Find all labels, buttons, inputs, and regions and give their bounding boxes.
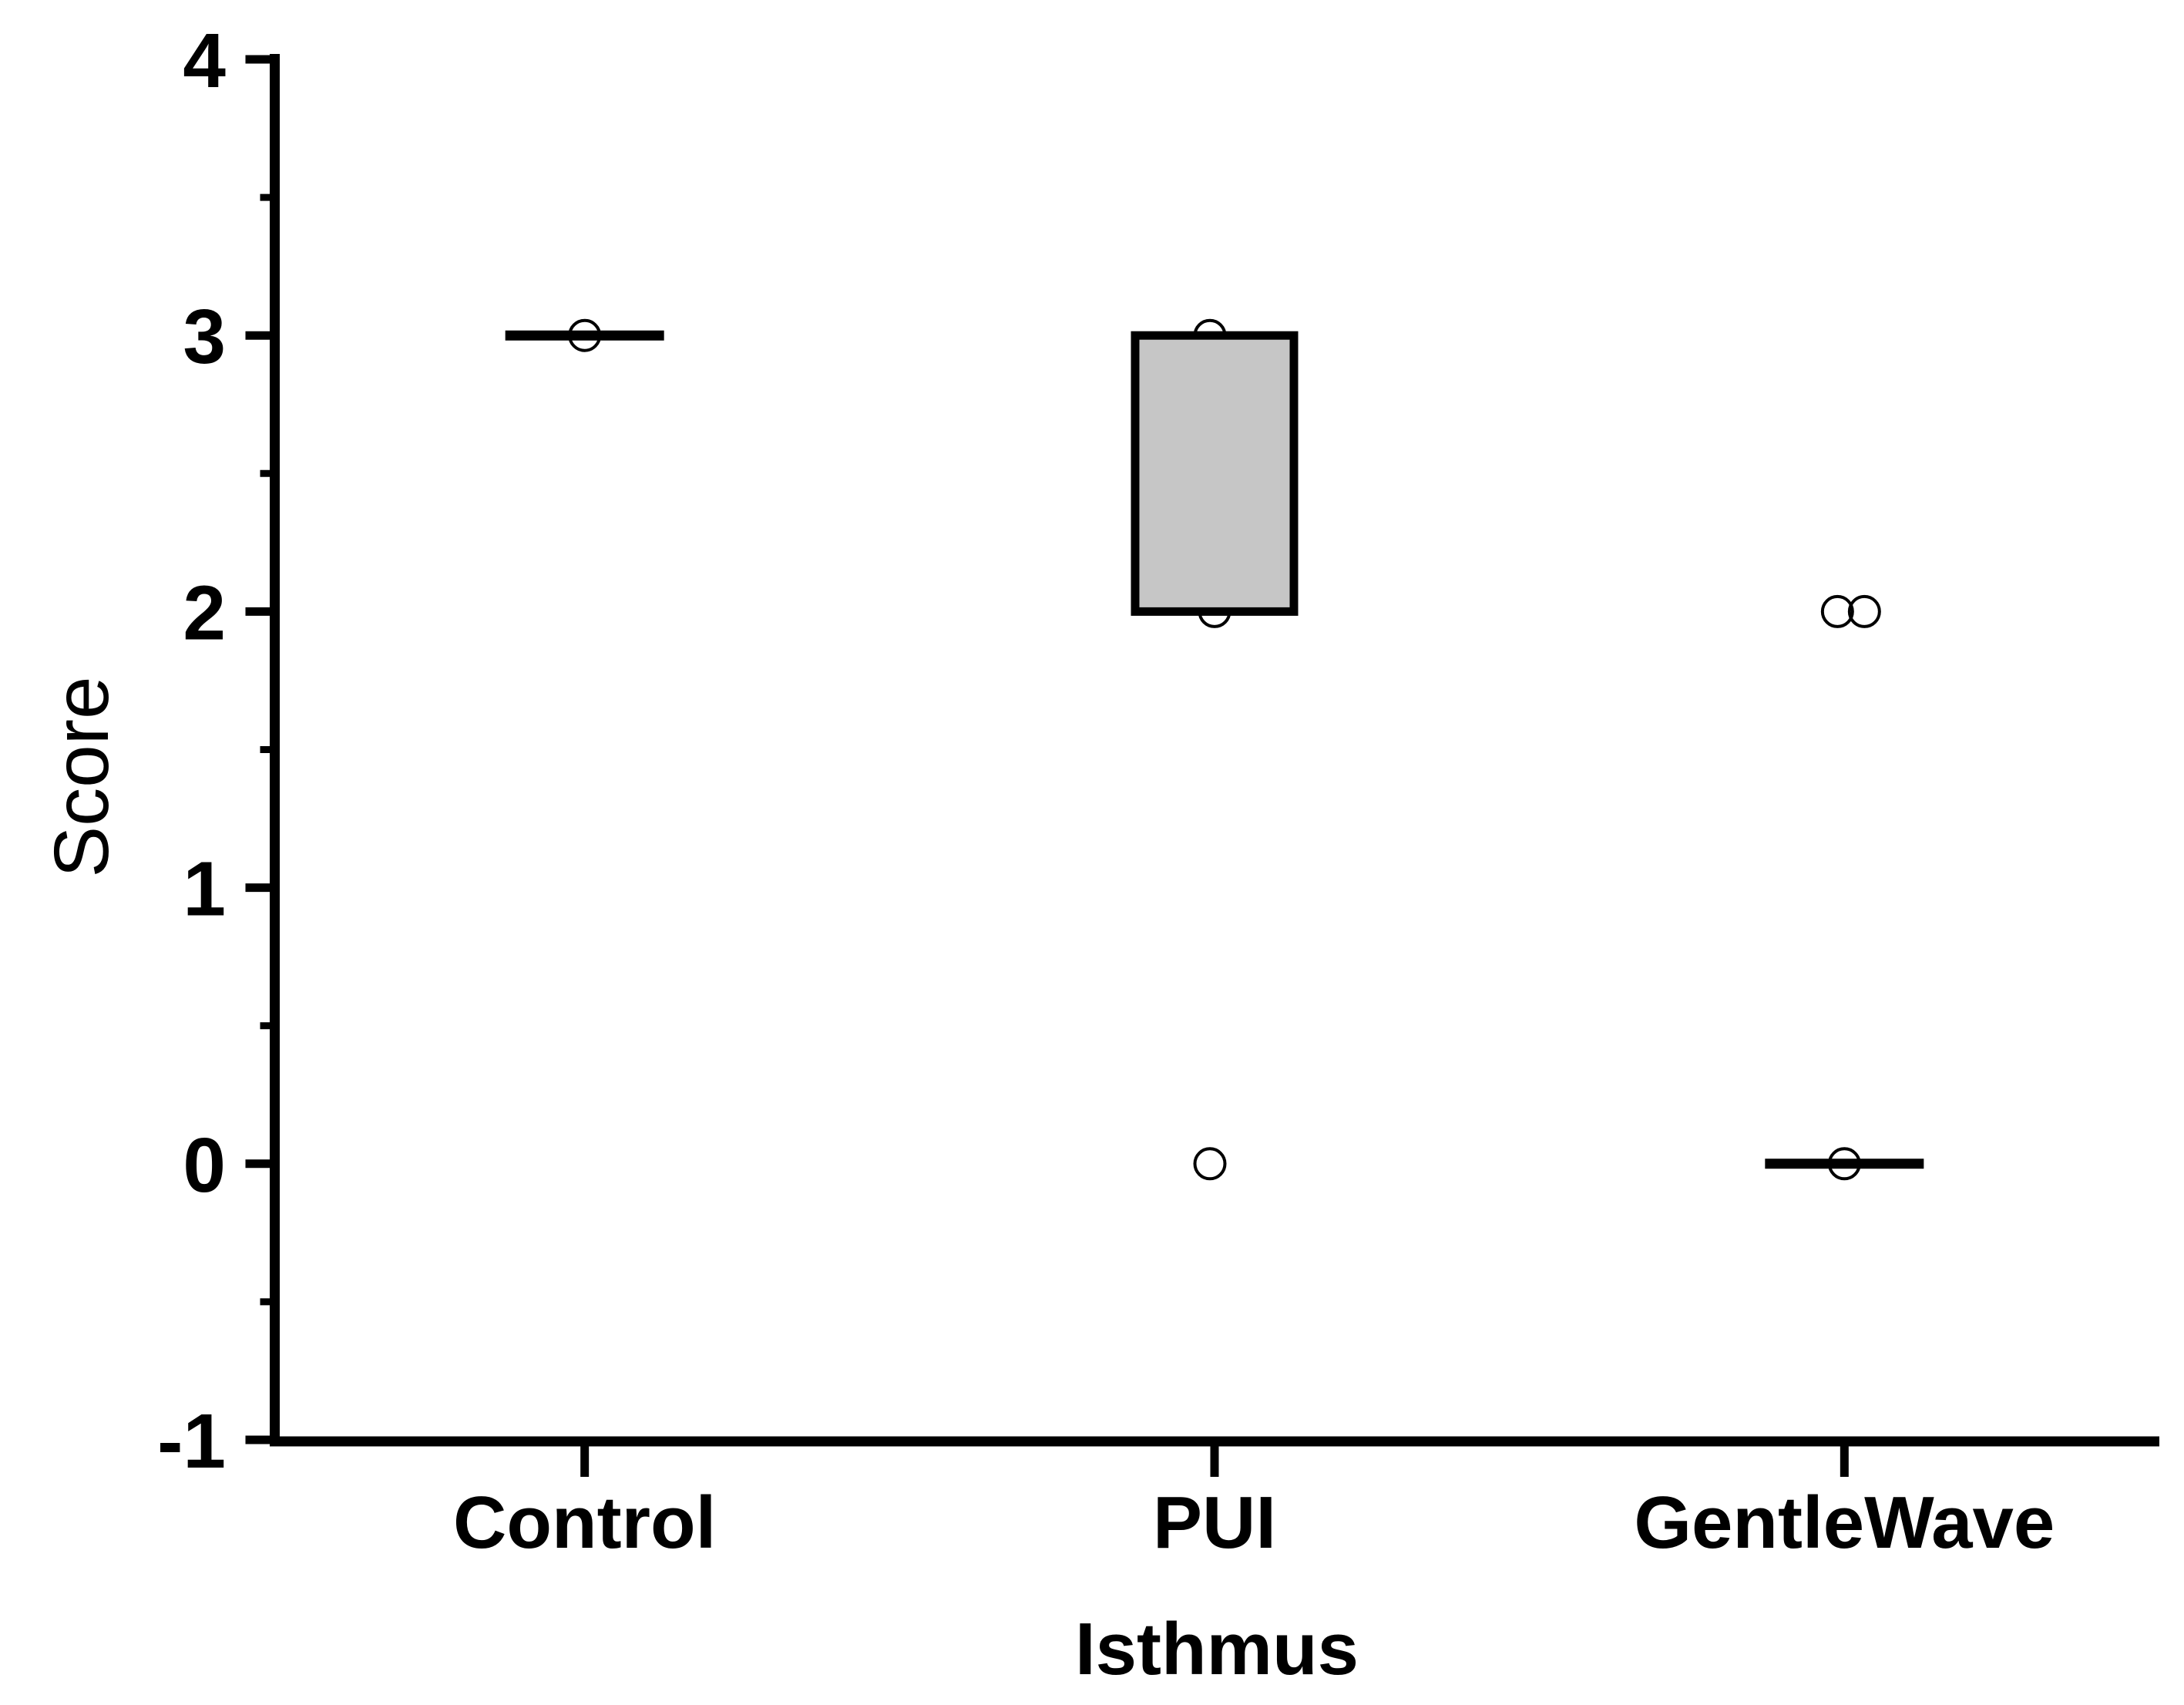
- y-tick-label: 3: [183, 294, 226, 380]
- y-tick-label: 0: [183, 1122, 226, 1209]
- data-point-circle-gentlewave: [1820, 594, 1854, 628]
- x-category-label-control: Control: [453, 1481, 716, 1564]
- x-axis-title: Isthmus: [1075, 1608, 1359, 1690]
- y-tick-label: 1: [183, 846, 226, 933]
- data-point-circle-gentlewave: [1827, 1147, 1861, 1181]
- data-point-circle-gentlewave: [1847, 594, 1881, 628]
- data-point-circle-pui: [1193, 1147, 1227, 1181]
- y-axis-title: Score: [39, 676, 125, 877]
- y-tick-label: 4: [183, 18, 226, 104]
- data-marks-layer: [505, 318, 1924, 1181]
- y-tick-label: -1: [157, 1398, 226, 1485]
- y-tick-label: 2: [183, 570, 226, 656]
- x-category-label-pui: PUI: [1153, 1481, 1276, 1564]
- axes-layer: 4 3 2 1 0 -1 Control PUI GentleWave: [157, 18, 2159, 1564]
- data-point-circle-control: [568, 318, 602, 352]
- x-category-label-gentlewave: GentleWave: [1634, 1481, 2055, 1564]
- iqr-box-pui: [1131, 331, 1299, 616]
